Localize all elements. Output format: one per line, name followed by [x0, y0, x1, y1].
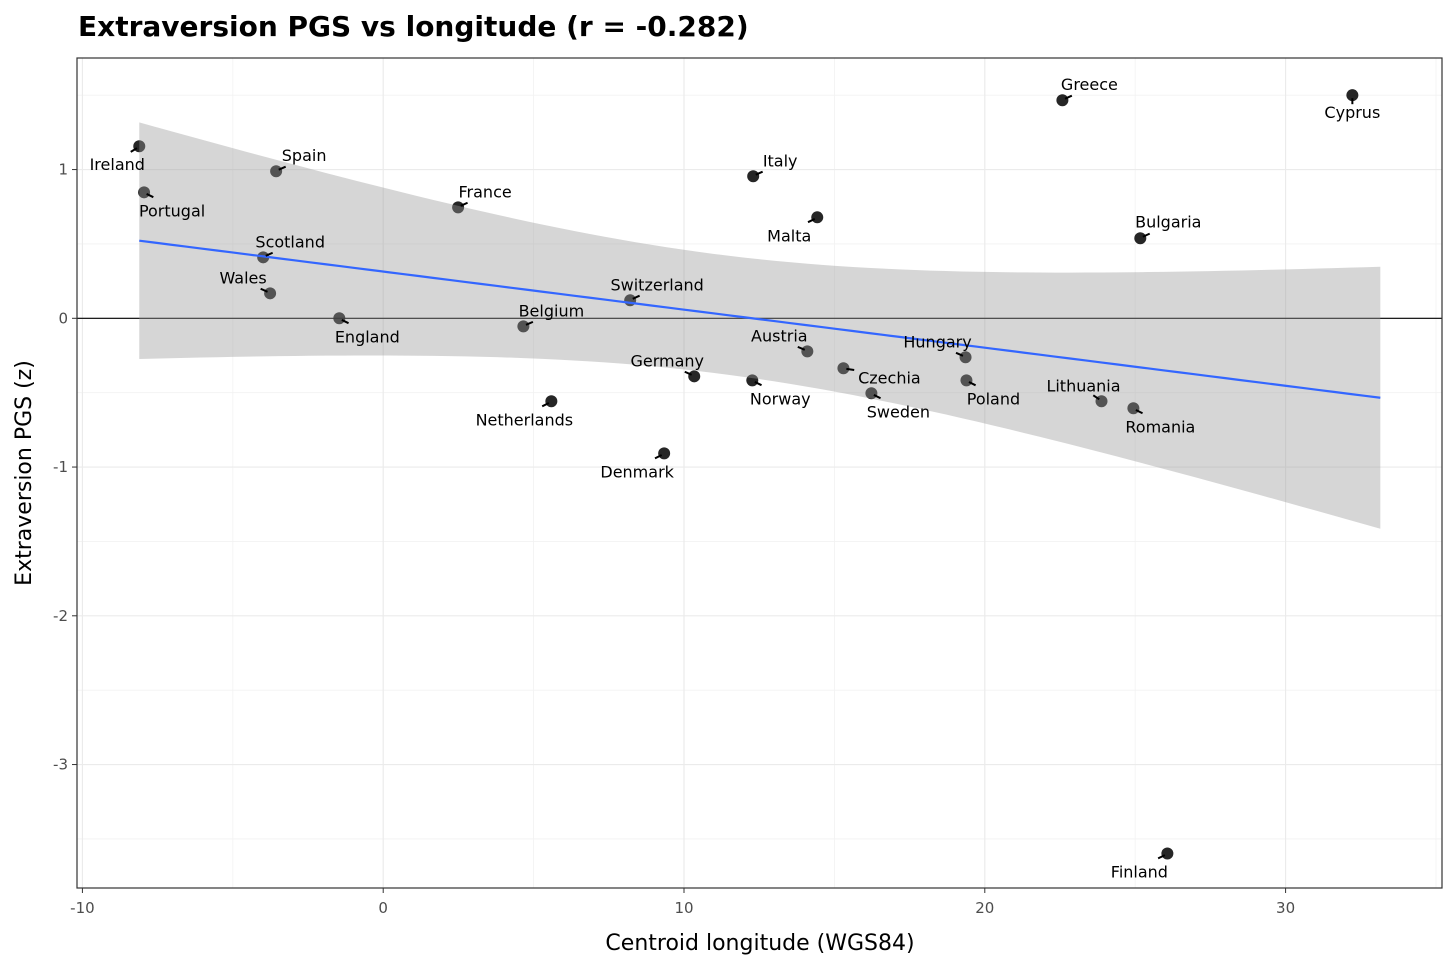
data-point	[959, 351, 972, 364]
confidence-band	[139, 122, 1381, 529]
data-point	[517, 320, 530, 333]
label-leader-line	[754, 381, 762, 387]
label-leader-line	[260, 287, 268, 293]
panel-border	[76, 57, 1443, 889]
points-layer	[133, 89, 1359, 860]
label-leader-line	[654, 454, 663, 460]
point-label: Norway	[750, 389, 811, 408]
point-label: Spain	[282, 146, 327, 165]
point-label: Finland	[1111, 862, 1168, 881]
point-label: France	[459, 182, 512, 201]
label-leader-line	[846, 367, 855, 372]
label-leader-line	[460, 201, 468, 207]
point-label: Greece	[1061, 75, 1118, 94]
label-leader-line	[684, 370, 693, 376]
point-label: Hungary	[903, 332, 971, 351]
label-leader-line	[797, 345, 806, 351]
label-leader-line	[525, 320, 534, 326]
y-tick-label: -2	[53, 607, 68, 625]
data-point	[811, 211, 824, 224]
x-tick-label: 0	[378, 899, 388, 917]
x-tick-label: -10	[70, 899, 95, 917]
y-tick-label: 1	[58, 161, 68, 179]
label-leader-line	[541, 402, 550, 408]
data-point	[1161, 847, 1174, 860]
point-label: Cyprus	[1324, 103, 1380, 122]
data-point	[333, 312, 346, 325]
chart-title: Extraversion PGS vs longitude (r = -0.28…	[78, 10, 749, 43]
point-label: Denmark	[600, 462, 674, 481]
point-label: Austria	[751, 326, 808, 345]
y-axis-title: Extraversion PGS (z)	[12, 360, 37, 586]
data-point	[688, 370, 701, 383]
label-leader-line	[130, 147, 138, 153]
x-tick-label: 30	[1276, 899, 1295, 917]
data-point	[1134, 232, 1147, 245]
data-point	[138, 186, 151, 199]
y-tick-label: -3	[53, 756, 68, 774]
data-point	[801, 345, 814, 358]
data-point	[746, 374, 759, 387]
axis-ticks: -10 0 10 20 30-3-2-101	[53, 161, 1295, 917]
point-label: Scotland	[255, 232, 325, 251]
data-point	[747, 170, 760, 183]
regression-line	[139, 239, 1381, 399]
label-leader-line	[1142, 232, 1151, 238]
data-point	[452, 201, 465, 214]
x-tick-label: 10	[674, 899, 693, 917]
label-leader-line	[278, 165, 287, 171]
y-tick-label: 0	[58, 309, 68, 327]
point-label: Poland	[967, 389, 1020, 408]
data-point	[264, 287, 277, 300]
data-point	[545, 395, 558, 408]
point-label: Bulgaria	[1135, 212, 1201, 231]
label-leader-line	[1157, 854, 1166, 860]
point-label: Wales	[219, 268, 266, 287]
label-leader-line	[146, 193, 154, 199]
labels-layer: Ireland Portugal Spain Scotland Wales England…	[90, 75, 1381, 881]
data-point	[1346, 89, 1359, 102]
x-tick-label: 20	[975, 899, 994, 917]
label-leader-line	[968, 381, 977, 387]
point-label: Italy	[763, 151, 798, 170]
label-leader-line	[265, 251, 274, 257]
label-leader-line	[1135, 409, 1143, 415]
smooth-layer	[139, 122, 1381, 529]
point-label: Netherlands	[476, 410, 574, 429]
x-axis-title: Centroid longitude (WGS84)	[605, 931, 914, 956]
point-label: Malta	[767, 226, 811, 245]
label-leader-line	[755, 170, 764, 176]
data-point	[837, 362, 850, 375]
point-label: Portugal	[139, 201, 205, 220]
point-label: Lithuania	[1046, 376, 1120, 395]
data-point	[270, 165, 283, 178]
point-label: Czechia	[858, 368, 921, 387]
point-label: Sweden	[867, 402, 930, 421]
point-label: Belgium	[519, 301, 585, 320]
label-leader-line	[807, 218, 816, 224]
data-point	[658, 447, 671, 460]
label-leader-line	[873, 394, 881, 400]
label-leader-line	[1092, 394, 1100, 401]
label-leader-line	[341, 319, 349, 325]
point-label: Switzerland	[610, 275, 703, 294]
point-label: Germany	[630, 351, 704, 370]
grid-lines	[77, 58, 1442, 888]
point-label: England	[335, 327, 400, 346]
label-leader-line	[955, 351, 964, 357]
y-tick-label: -1	[53, 458, 68, 476]
label-leader-line	[632, 294, 641, 300]
label-leader-line	[1064, 94, 1073, 100]
point-label: Ireland	[90, 155, 145, 174]
point-label: Romania	[1125, 417, 1195, 436]
data-point	[1056, 94, 1069, 107]
